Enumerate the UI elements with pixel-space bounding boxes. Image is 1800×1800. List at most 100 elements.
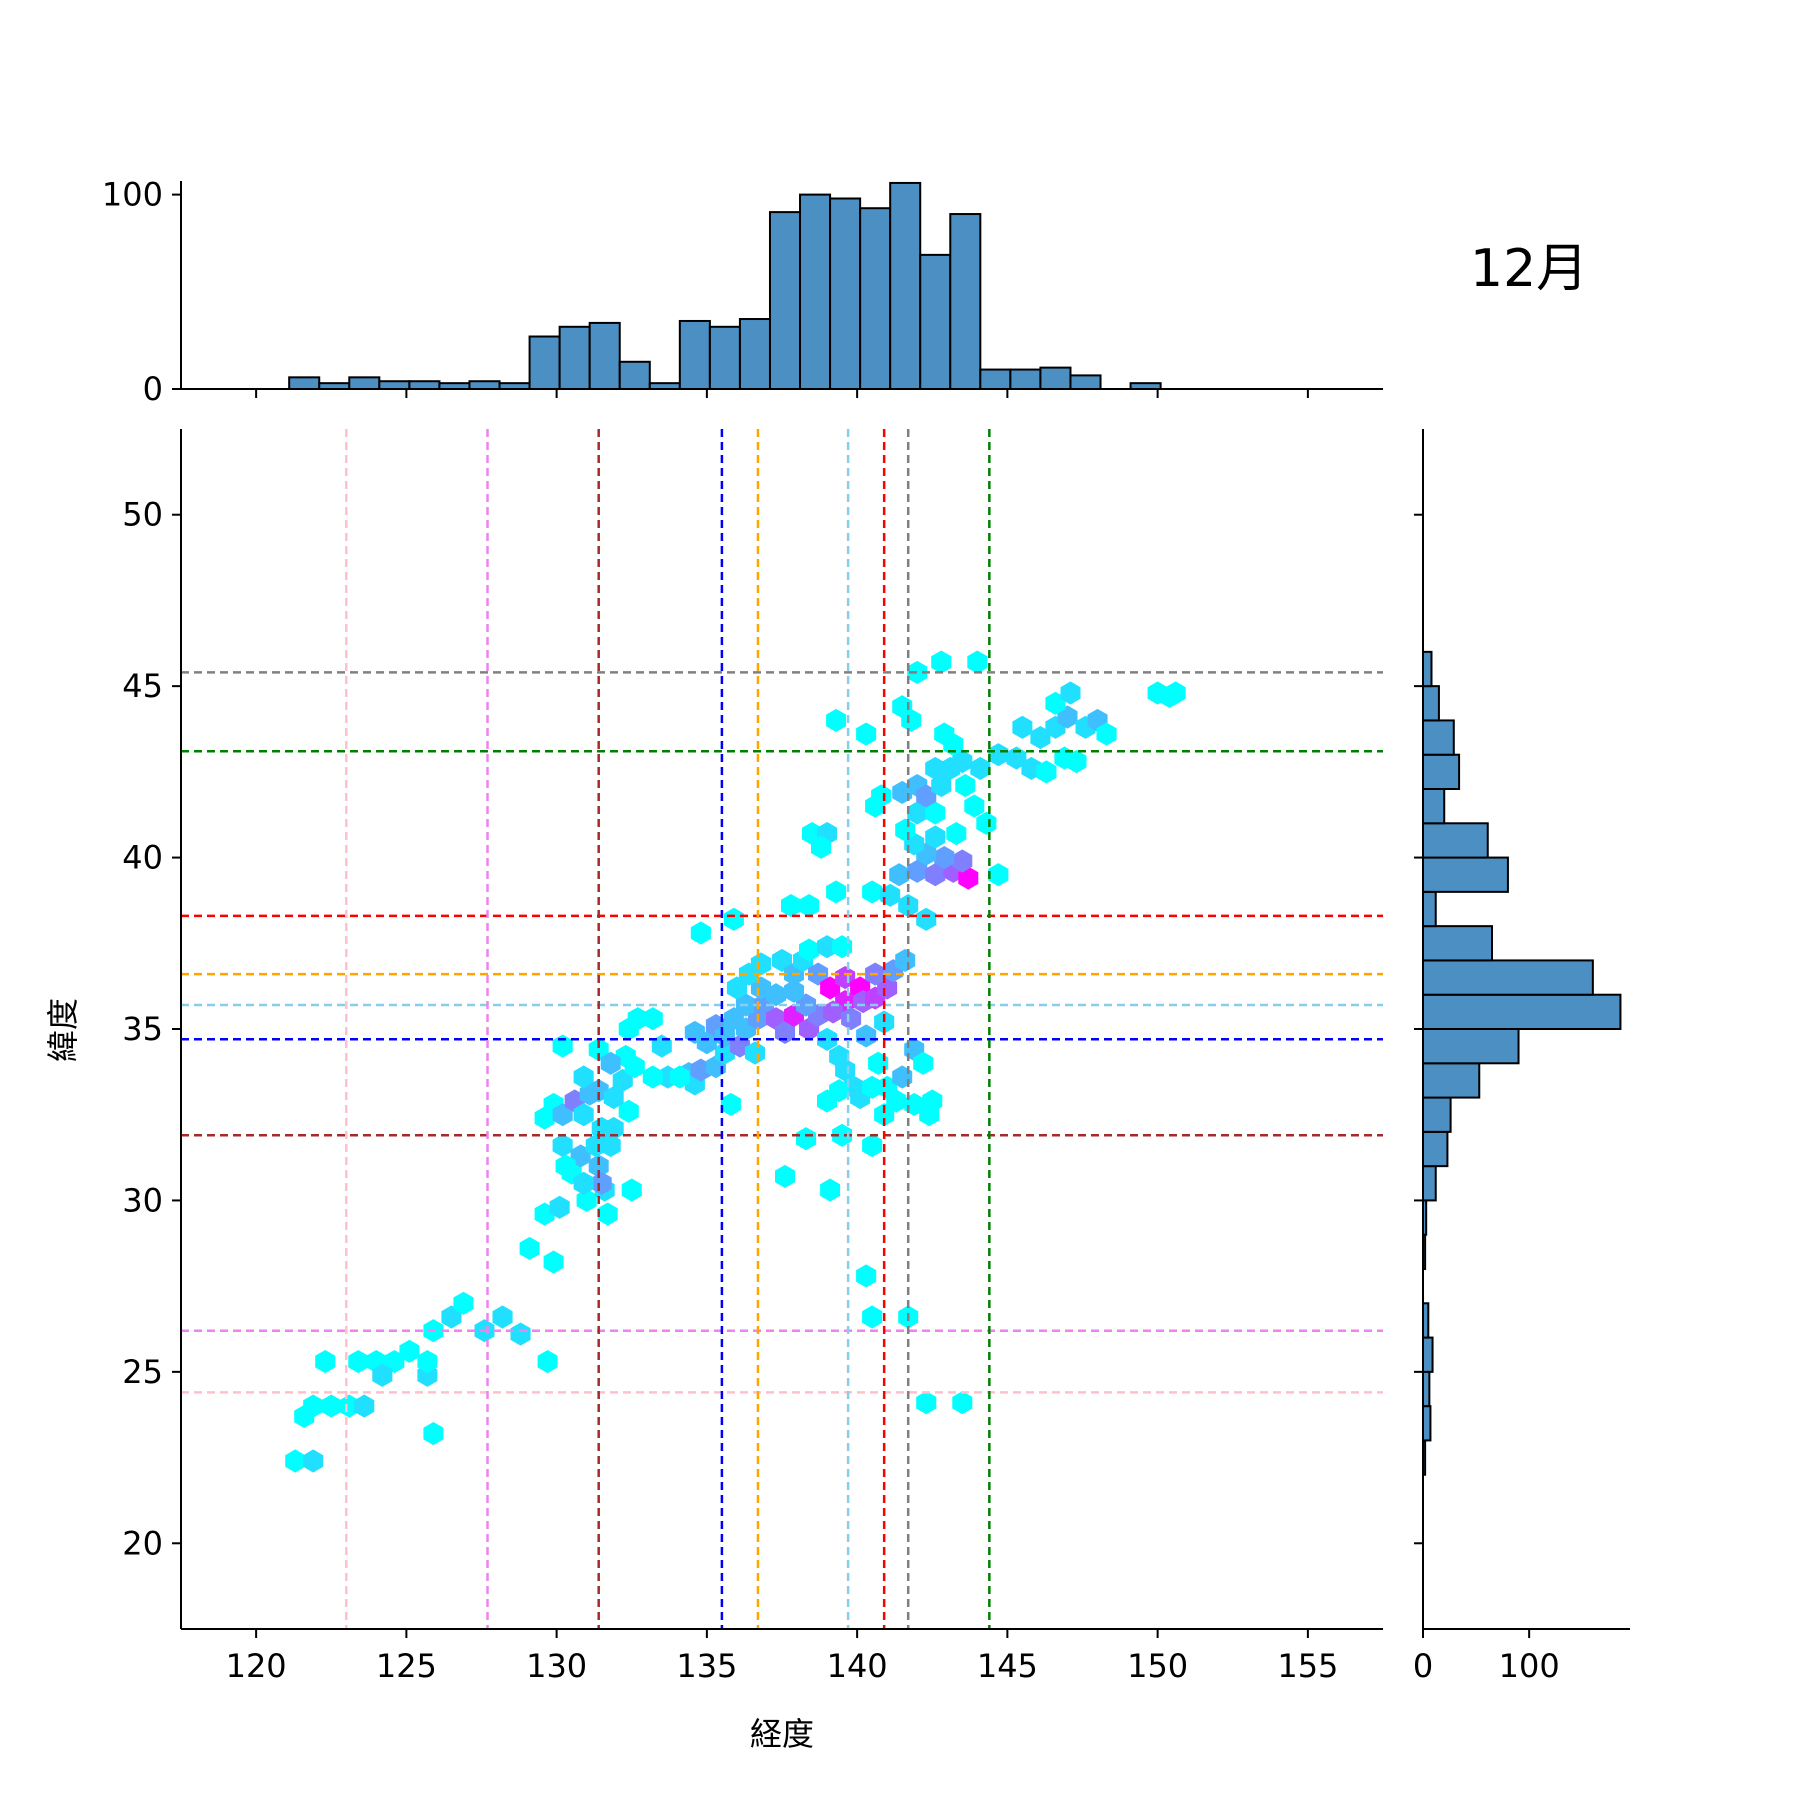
hexbin-cell — [1060, 681, 1081, 705]
hexbin-cell — [642, 1065, 663, 1089]
right-histogram-bar — [1422, 890, 1437, 928]
hexbin-cell — [862, 880, 883, 904]
right-histogram-bar — [1422, 753, 1461, 791]
hexbin-cell — [856, 1264, 877, 1288]
hexbin-cell — [399, 1339, 420, 1363]
main-x-tick-label: 155 — [1277, 1647, 1338, 1685]
top-histogram-bar — [768, 211, 802, 390]
hexbin-cell — [573, 1171, 594, 1195]
hexbin-cell — [988, 863, 1009, 887]
hexbin-cell — [315, 1350, 336, 1374]
hexbin-cell — [856, 722, 877, 746]
top-histogram-bar — [859, 207, 892, 390]
hexbin-cell — [820, 1178, 841, 1202]
hexbin-cell — [303, 1394, 324, 1418]
top-histogram-bar — [588, 321, 621, 391]
top-histogram-bar — [618, 360, 651, 390]
hexbin-cell — [600, 1051, 621, 1075]
top-histogram-bar — [1039, 366, 1072, 390]
top-histogram-bar — [1009, 368, 1042, 391]
top-histogram-bar — [919, 253, 952, 390]
hexbin-cell — [826, 880, 847, 904]
hexbin-cell — [871, 784, 892, 808]
hexbin-cell — [922, 1089, 943, 1113]
right-histogram-bar — [1422, 788, 1446, 825]
hexbin-cell — [552, 1034, 573, 1058]
hexbin-cell — [832, 1123, 853, 1147]
hexbin-cell — [952, 849, 973, 873]
hexbin-cell — [784, 979, 804, 1003]
hexbin-cell — [720, 1092, 741, 1116]
hexbin-cell — [886, 1089, 907, 1113]
hexbin-cell — [880, 883, 901, 907]
main-x-ticks: 120 125 130 135 140 145 150 155 — [226, 1629, 1338, 1685]
hexbin-cell — [726, 976, 747, 1000]
main-y-ticks: 20 25 30 35 40 45 50 — [122, 496, 181, 1562]
longitude-reference-lines — [345, 429, 991, 1629]
hexbin-cell — [1021, 756, 1042, 780]
right-histogram-bar — [1422, 1405, 1432, 1442]
right-histogram-bars — [1422, 650, 1622, 1476]
hexbin-cell — [862, 1134, 883, 1158]
hexbin-cell — [744, 1041, 765, 1065]
top-longitude-histogram: 0 100 — [102, 176, 1383, 408]
main-x-tick-label: 125 — [376, 1647, 437, 1685]
hexbin-cell — [976, 811, 997, 835]
right-histogram-bar — [1422, 1336, 1434, 1373]
hexbin-cell — [1165, 681, 1186, 705]
hexbin-cell — [946, 822, 967, 846]
right-histogram-bar — [1422, 650, 1433, 688]
hexbin-cell — [729, 1034, 750, 1058]
hexbin-cell — [642, 1007, 663, 1031]
right-histogram-bar — [1422, 822, 1489, 859]
hexbin-cell — [621, 1178, 642, 1202]
right-histogram-bar — [1422, 719, 1455, 756]
top-histogram-bar — [738, 318, 771, 390]
hexbin-cell — [964, 794, 985, 818]
hexbin-cell — [925, 825, 946, 849]
hexbin-cell — [690, 921, 711, 945]
hexbin-cell — [372, 1363, 393, 1387]
hexbin-cell — [775, 1164, 795, 1188]
right-histogram-bar — [1422, 856, 1509, 893]
top-histogram-y-ticks: 0 100 — [102, 176, 181, 408]
top-histogram-bar — [949, 213, 982, 390]
top-histogram-bar — [288, 376, 321, 391]
right-histogram-y-ticks — [1414, 513, 1423, 1545]
main-y-tick-label: 20 — [122, 1524, 163, 1562]
top-histogram-bar — [829, 197, 862, 390]
hexbin-cell — [925, 801, 946, 825]
main-y-tick-label: 25 — [122, 1353, 163, 1391]
hexbin-cell — [958, 866, 979, 890]
x-axis-label: 経度 — [750, 1715, 814, 1753]
hexbin-cell — [354, 1394, 375, 1418]
hexbin-cell — [796, 1127, 817, 1151]
hexbin-cell — [799, 894, 820, 918]
hexbin-cell — [285, 1449, 306, 1473]
hexbin-cell — [934, 846, 955, 870]
hexbin-cell — [303, 1449, 324, 1473]
hexbin-cell — [549, 1195, 570, 1219]
top-histogram-bar — [348, 376, 381, 391]
hexbin-cell — [895, 948, 916, 972]
hexbin-cell — [573, 1103, 594, 1127]
hexbin-cell — [826, 708, 847, 732]
y-axis-label: 緯度 — [44, 998, 82, 1062]
hexbin-cell — [892, 1065, 913, 1089]
top-histogram-bar — [799, 193, 832, 390]
top-histogram-bar — [1069, 374, 1102, 390]
right-histogram-bar — [1422, 959, 1594, 996]
right-histogram-bar — [1422, 1165, 1437, 1202]
hexbin-cell — [1006, 746, 1027, 770]
hexbin-cell — [799, 938, 820, 962]
hexbin-cell — [588, 1079, 609, 1103]
hexbin-cell — [600, 1134, 621, 1158]
hexbin-cell — [1036, 760, 1057, 784]
hexbin-cell — [775, 1020, 795, 1044]
top-histogram-bar — [528, 335, 561, 390]
right-x-tick-label: 100 — [1499, 1647, 1560, 1685]
hexbin-cell — [817, 1027, 838, 1051]
hexbin-cell — [348, 1350, 369, 1374]
hexbin-cell — [615, 1044, 636, 1068]
